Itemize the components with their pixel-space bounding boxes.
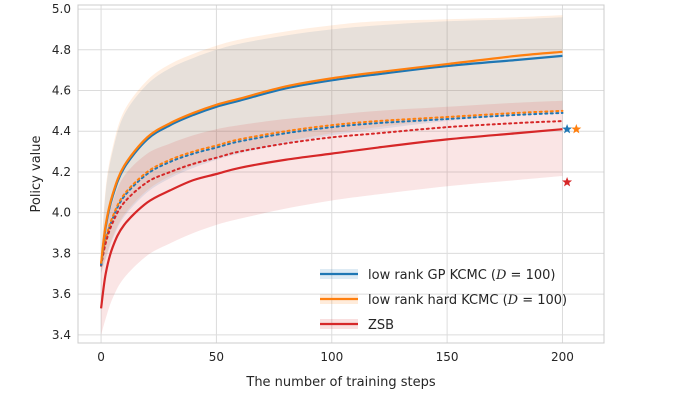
y-tick-label: 3.4 (52, 328, 71, 342)
y-tick-label: 4.6 (52, 84, 71, 98)
dotted-lines (100, 109, 564, 267)
plot-frame (77, 4, 605, 344)
confidence-band (101, 15, 563, 272)
confidence-band (101, 17, 563, 274)
y-tick-labels: 3.4 3.6 3.8 4.0 4.2 4.4 4.6 4.8 5.0 (52, 2, 71, 342)
y-tick-label: 4.8 (52, 43, 71, 57)
y-tick-label: 3.8 (52, 246, 71, 260)
y-tick-label: 5.0 (52, 2, 71, 16)
confidence-band (101, 100, 563, 335)
legend-label: ZSB (368, 318, 394, 333)
confidence-bands (101, 15, 563, 335)
series-line (99, 128, 563, 309)
legend-label: low rank GP KCMC (D = 100) (368, 268, 555, 283)
x-tick-labels: 0 50 100 150 200 (97, 350, 574, 364)
x-tick-label: 150 (436, 350, 459, 364)
series-lines (99, 50, 563, 309)
y-tick-label: 4.4 (52, 124, 71, 138)
legend: low rank GP KCMC (D = 100) low rank hard … (320, 268, 567, 333)
plot-background (78, 5, 604, 343)
y-axis-label: Policy value (29, 135, 44, 212)
x-axis-label: The number of training steps (245, 375, 435, 390)
series-line (99, 50, 563, 264)
star-marker (571, 124, 582, 134)
x-tick-label: 50 (209, 350, 224, 364)
x-tick-label: 0 (97, 350, 105, 364)
x-tick-label: 100 (320, 350, 343, 364)
x-tick-label: 200 (551, 350, 574, 364)
dotted-series-line (100, 109, 564, 265)
y-tick-label: 4.0 (52, 206, 71, 220)
star-markers (562, 124, 582, 187)
star-marker (562, 176, 573, 187)
dotted-series-line (100, 120, 564, 267)
star-marker (562, 124, 573, 134)
y-tick-label: 4.2 (52, 165, 71, 179)
grid (78, 5, 604, 343)
y-tick-label: 3.6 (52, 287, 71, 301)
legend-label: low rank hard KCMC (D = 100) (368, 293, 567, 308)
